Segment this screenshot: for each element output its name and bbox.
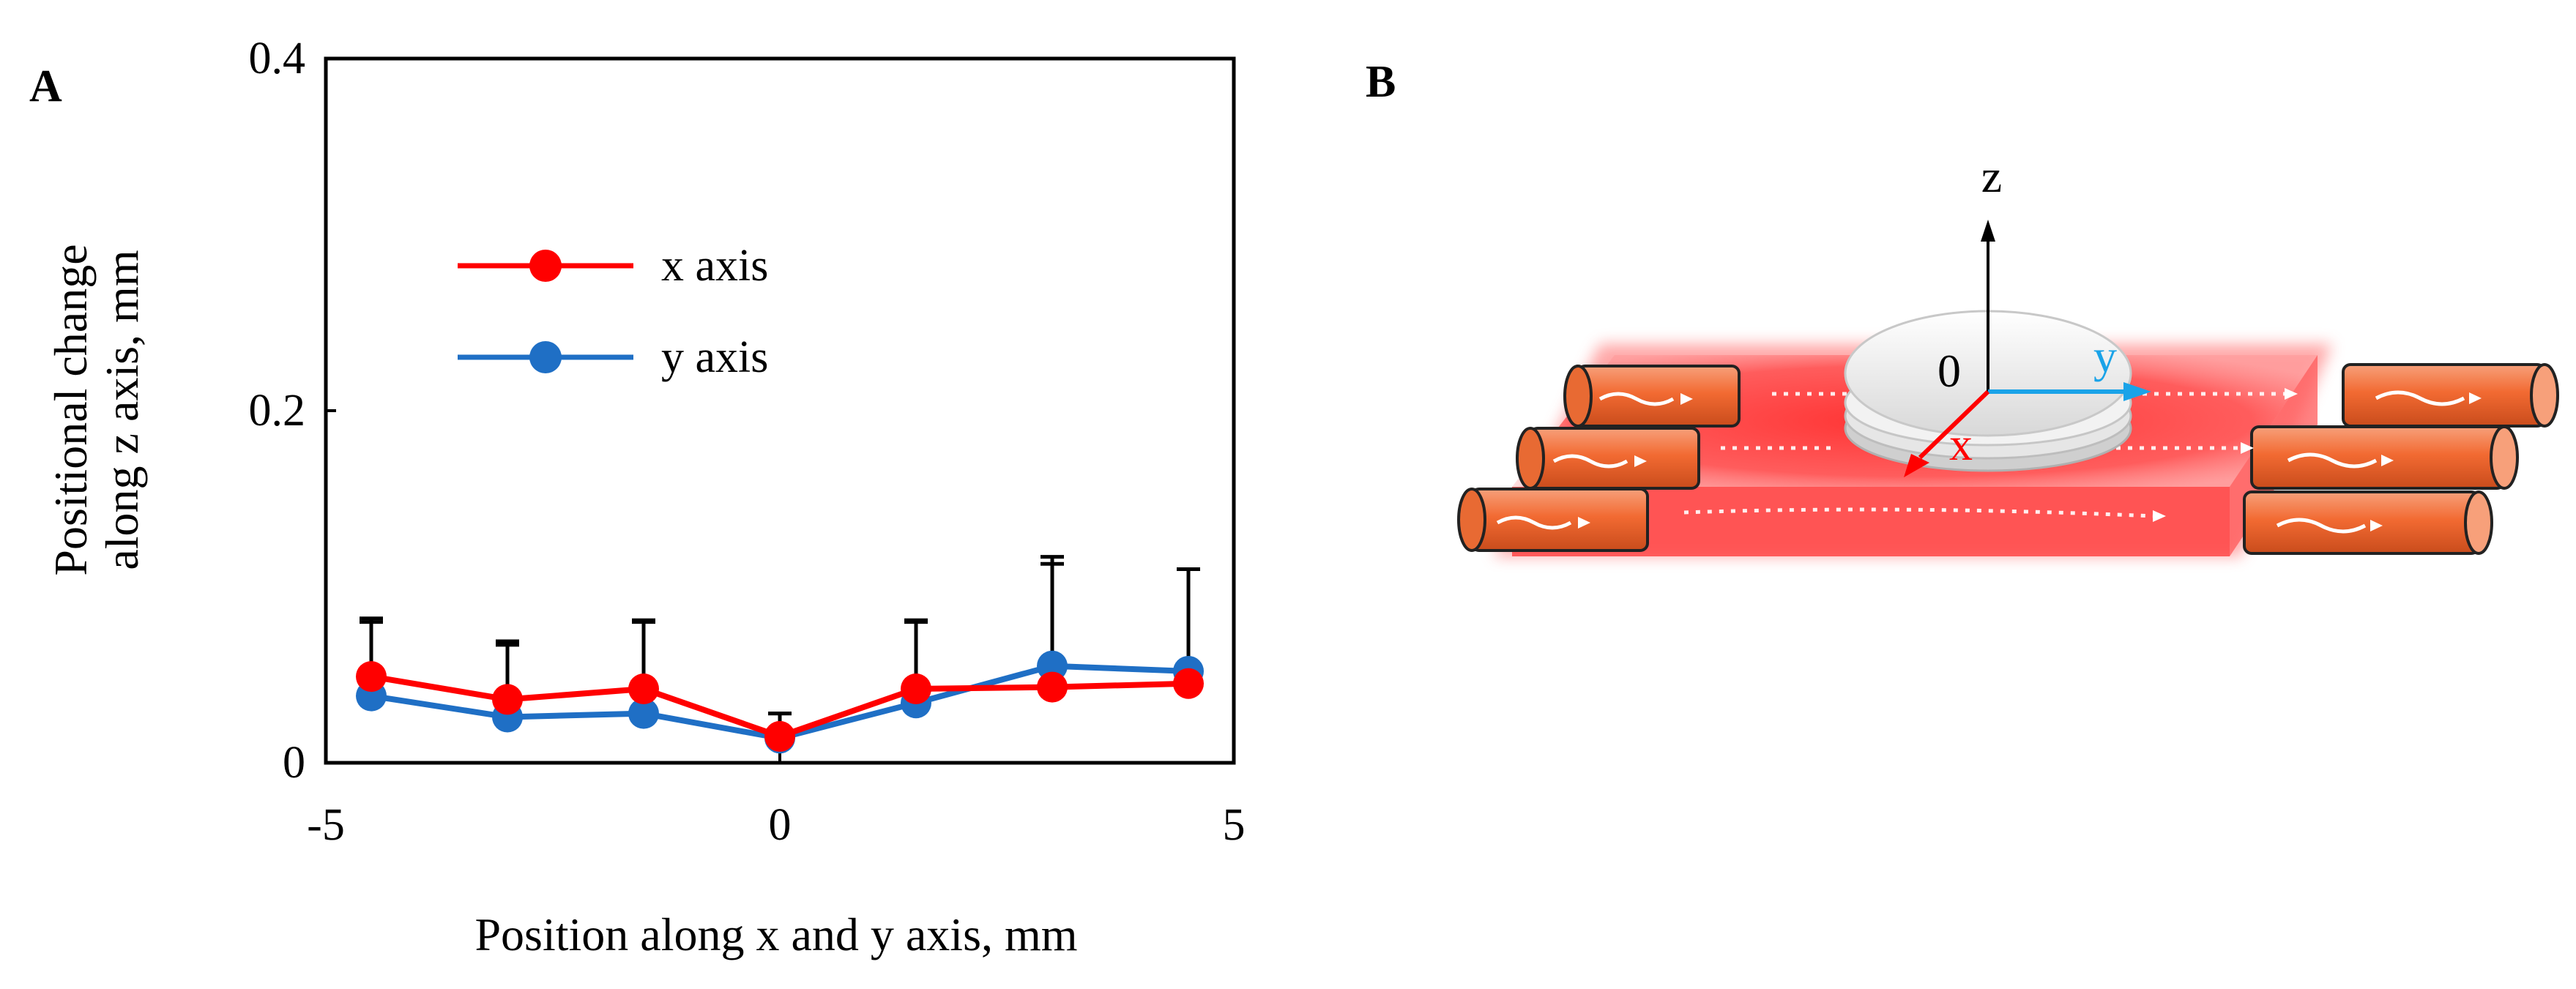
- legend-marker-x-axis: [529, 250, 562, 282]
- legend: x axis y axis: [458, 241, 768, 382]
- flow-arrowheads: [2153, 388, 2298, 522]
- tube-left-2: [1516, 427, 1700, 490]
- y-tick-label: 0.2: [249, 386, 306, 436]
- panel-b-letter: B: [1366, 57, 1396, 107]
- data-point-y-axis: [628, 698, 659, 729]
- x-tick-label: 5: [1223, 800, 1246, 850]
- data-point-x-axis: [764, 720, 795, 752]
- tubes-right: [2243, 363, 2559, 555]
- legend-label-x-axis: x axis: [661, 241, 768, 291]
- x-tick-label: -5: [307, 800, 345, 850]
- data-point-x-axis: [901, 673, 931, 704]
- y-axis-arrow: [1988, 382, 2151, 401]
- legend-label-y-axis: y axis: [661, 332, 768, 382]
- sample-disk: [1844, 310, 2132, 472]
- tube-right-3: [2243, 490, 2493, 555]
- z-axis-label: z: [1981, 150, 2002, 202]
- x-axis-arrow: [1904, 389, 1990, 477]
- panel-a-letter: A: [29, 61, 62, 111]
- data-point-y-axis: [1037, 650, 1068, 682]
- tube-left-1: [1563, 365, 1741, 428]
- data-point-x-axis: [492, 684, 523, 715]
- tube-left-3: [1457, 488, 1649, 552]
- diagram-b: z y x 0: [1457, 150, 2559, 556]
- y-tick-label: 0: [283, 738, 305, 788]
- x-axis-label: x: [1949, 418, 1973, 470]
- legend-marker-y-axis: [529, 341, 562, 373]
- tube-right-1: [2342, 363, 2559, 428]
- y-axis-title: Positional change along z axis, mm: [45, 244, 148, 575]
- y-axis-title-line1: Positional change: [45, 244, 97, 575]
- y-axis-label: y: [2093, 330, 2117, 382]
- series-layer: [356, 555, 1204, 754]
- x-axis-title: Position along x and y axis, mm: [474, 908, 1077, 960]
- data-point-x-axis: [1037, 671, 1068, 703]
- flow-lines: [1683, 392, 2285, 518]
- plot-frame: [324, 56, 1236, 765]
- x-ticks: -5 0 5: [307, 753, 1246, 850]
- origin-label: 0: [1937, 345, 1961, 397]
- tube-right-2: [2250, 425, 2519, 490]
- chart-a: 00.20.4 -5 0 5 Positional change along z a…: [45, 34, 1246, 960]
- tubes-left: [1457, 365, 1741, 552]
- data-point-x-axis: [1173, 668, 1204, 699]
- data-point-x-axis: [356, 661, 387, 693]
- y-axis-title-line2: along z axis, mm: [96, 250, 148, 570]
- x-tick-label: 0: [769, 800, 792, 850]
- y-tick-label: 0.4: [249, 34, 306, 83]
- z-axis-arrow: [1981, 220, 1995, 392]
- data-point-x-axis: [628, 673, 659, 704]
- y-ticks: 0 0.2 0.4: [249, 34, 336, 788]
